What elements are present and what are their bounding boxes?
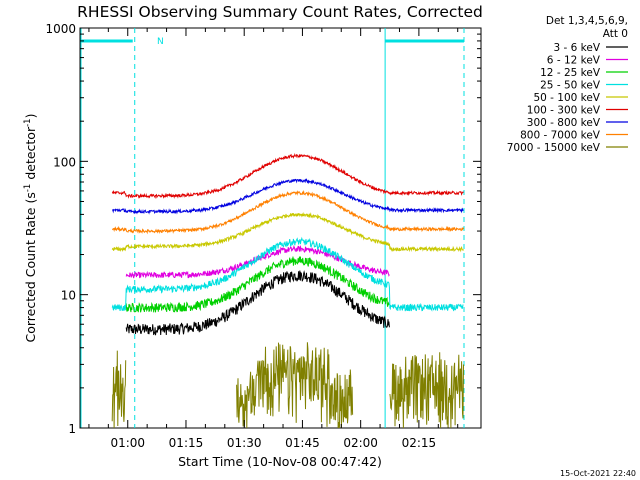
y-tick-label: 1 [68, 422, 76, 436]
legend-label: 25 - 50 keV [540, 80, 601, 92]
legend-label: 7000 - 15000 keV [507, 142, 601, 154]
x-tick-label: 01:00 [110, 436, 145, 450]
series-line-4 [111, 211, 464, 253]
x-axis-label: Start Time (10-Nov-08 00:47:42) [178, 454, 382, 469]
series-line-8 [111, 342, 464, 429]
x-tick-label: 01:15 [169, 436, 204, 450]
series-line-2 [125, 256, 390, 313]
legend-header-line-2: Att 0 [603, 28, 628, 40]
series-line-5 [111, 153, 464, 199]
x-tick-label: 01:45 [285, 436, 320, 450]
y-tick-label: 100 [53, 155, 76, 169]
series-line-7 [112, 189, 464, 235]
legend-label: 300 - 800 keV [527, 117, 601, 129]
legend-label: 12 - 25 keV [540, 67, 601, 79]
legend-label: 3 - 6 keV [553, 42, 600, 54]
legend-label: 800 - 7000 keV [520, 130, 601, 142]
legend-label: 50 - 100 keV [533, 92, 600, 104]
generation-timestamp: 15-Oct-2021 22:40 [560, 469, 636, 478]
x-tick-label: 01:30 [227, 436, 262, 450]
y-tick-label: 1000 [45, 22, 76, 36]
legend-label: 6 - 12 keV [547, 55, 601, 67]
night-marker: N [157, 37, 164, 47]
chart-title: RHESSI Observing Summary Count Rates, Co… [77, 3, 483, 21]
series-layer [111, 153, 464, 429]
series-line-3 [111, 236, 464, 312]
series-line-6 [112, 178, 464, 215]
y-axis-label: Corrected Count Rate (s-1 detector-1) [23, 114, 38, 343]
legend-label: 100 - 300 keV [527, 105, 601, 117]
plot-frame [79, 27, 482, 429]
axes: 01:00 01:15 01:30 01:45 02:00 02:15 1 10 100 1000 [45, 22, 481, 450]
legend-header-line-1: Det 1,3,4,5,6,9, [546, 15, 628, 27]
x-tick-label: 02:00 [343, 436, 378, 450]
series-line-0 [125, 270, 390, 336]
y-tick-label: 10 [61, 289, 76, 303]
x-tick-label: 02:15 [402, 436, 437, 450]
